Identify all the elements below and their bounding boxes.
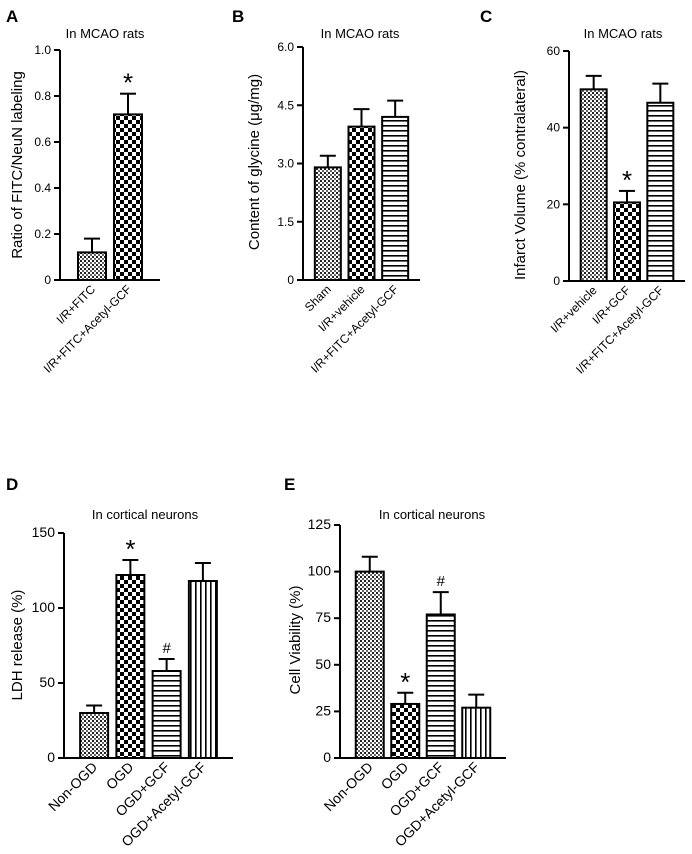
panel-c-plot: 0204060I/R+vehicle*I/R+GCFI/R+FITC+Acety… xyxy=(547,44,685,377)
panel-label-a: A xyxy=(6,7,18,26)
y-tick-label: 150 xyxy=(32,524,56,540)
panel-e-plot: 0255075100125Non-OGD*OGD#OGD+GCFOGD+Acet… xyxy=(308,516,506,850)
significance-mark: * xyxy=(125,534,135,564)
y-tick-label: 125 xyxy=(308,516,332,532)
bar xyxy=(113,113,143,282)
x-tick-label: Non-OGD xyxy=(321,759,376,814)
panel-label-c: C xyxy=(480,7,492,26)
panel-e: E In cortical neurons Cell Viability (%)… xyxy=(284,475,506,850)
bar xyxy=(313,166,342,281)
x-tick-label: I/R+vehicle xyxy=(548,283,600,335)
panel-d: D In cortical neurons LDH release (%) 0 5… xyxy=(6,475,233,850)
bar xyxy=(646,101,675,282)
panel-d-ylabel: LDH release (%) xyxy=(9,590,26,701)
significance-mark: * xyxy=(123,68,133,98)
significance-mark: # xyxy=(437,573,446,590)
panel-a-ylabel: Ratio of FITC/NeuN labeling xyxy=(9,71,26,259)
y-tick-label: 60 xyxy=(547,44,561,58)
y-tick-label: 40 xyxy=(547,121,561,135)
y-tick-label: 0.8 xyxy=(34,89,51,103)
significance-mark: * xyxy=(622,165,632,195)
y-tick-label: 75 xyxy=(315,609,331,625)
significance-mark: * xyxy=(400,667,410,697)
panel-b: B In MCAO rats Content of glycine (μg/mg… xyxy=(232,7,420,376)
y-tick-label: 0 xyxy=(44,273,51,287)
panel-a-title: In MCAO rats xyxy=(66,26,145,41)
panel-b-ylabel: Content of glycine (μg/mg) xyxy=(246,74,263,250)
panel-b-title: In MCAO rats xyxy=(321,26,400,41)
y-tick-label: 0 xyxy=(287,273,294,287)
bar xyxy=(347,125,376,281)
y-tick-label: 1.5 xyxy=(277,215,294,229)
panel-e-ylabel: Cell Viability (%) xyxy=(287,586,304,695)
y-tick-label: 0 xyxy=(553,274,560,288)
y-tick-label: 0 xyxy=(323,749,331,765)
y-tick-label: 6.0 xyxy=(277,40,294,54)
y-tick-label: 1.0 xyxy=(34,43,51,57)
y-tick-label: 100 xyxy=(32,599,56,615)
bar xyxy=(461,706,492,759)
panel-c-title: In MCAO rats xyxy=(584,26,663,41)
panel-a-plot: 00.20.40.60.81.0I/R+FITC*I/R+FITC+Acetyl… xyxy=(34,43,160,376)
y-tick-label: 50 xyxy=(315,656,331,672)
bar xyxy=(187,580,218,759)
panel-e-title: In cortical neurons xyxy=(379,507,486,522)
panel-c-ylabel: Infarct Volume (% contralateral) xyxy=(512,70,529,280)
panel-c: C In MCAO rats Infarct Volume (% contral… xyxy=(480,7,685,377)
y-tick-label: 20 xyxy=(547,197,561,211)
y-tick-label: 4.5 xyxy=(277,98,294,112)
bar xyxy=(115,574,146,759)
bar xyxy=(151,670,182,759)
panel-label-e: E xyxy=(284,475,295,494)
bar xyxy=(77,251,107,281)
y-tick-label: 0.4 xyxy=(34,181,51,195)
bar xyxy=(579,88,608,283)
panel-b-plot: 01.53.04.56.0ShamI/R+vehicleI/R+FITC+Ace… xyxy=(277,40,420,376)
bar xyxy=(425,613,456,759)
bar xyxy=(79,712,110,759)
bar xyxy=(390,702,421,759)
panel-label-b: B xyxy=(232,7,244,26)
y-tick-label: 100 xyxy=(308,563,332,579)
bar xyxy=(613,201,641,283)
y-tick-label: 50 xyxy=(39,674,55,690)
x-tick-label: Non-OGD xyxy=(45,759,100,814)
significance-mark: # xyxy=(162,640,171,657)
panel-d-title: In cortical neurons xyxy=(92,507,199,522)
panel-d-plot: 050100150Non-OGD*OGD#OGD+GCFOGD+Acetyl-G… xyxy=(32,524,233,850)
y-tick-label: 0 xyxy=(47,749,55,765)
panel-label-d: D xyxy=(6,475,18,494)
y-tick-label: 25 xyxy=(315,702,331,718)
y-tick-label: 3.0 xyxy=(277,157,294,171)
bar xyxy=(381,115,410,282)
panel-a: A In MCAO rats Ratio of FITC/NeuN labeli… xyxy=(6,7,160,376)
y-tick-label: 0.6 xyxy=(34,135,51,149)
bar xyxy=(354,570,385,759)
y-tick-label: 0.2 xyxy=(34,227,51,241)
